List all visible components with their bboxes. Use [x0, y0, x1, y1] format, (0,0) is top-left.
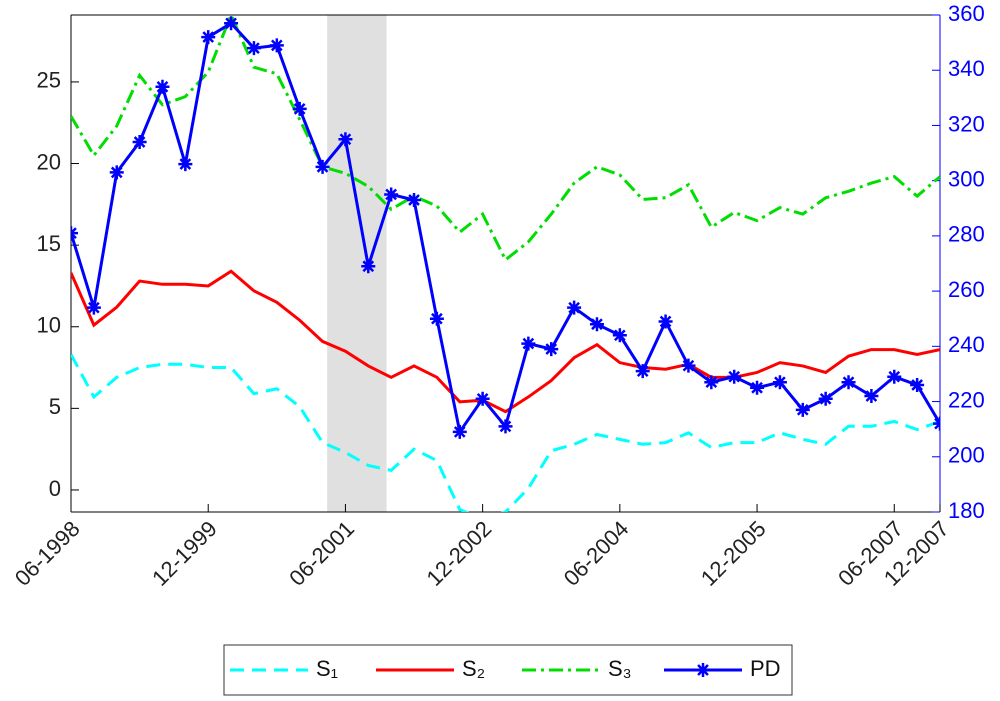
- point-marker: [224, 16, 239, 31]
- y2-tick-label: 300: [948, 166, 985, 191]
- y2-tick-label: 220: [948, 387, 985, 412]
- point-marker: [86, 300, 101, 315]
- point-marker: [567, 300, 582, 315]
- legend-marker: [696, 663, 710, 677]
- point-marker: [727, 369, 742, 384]
- point-marker: [292, 101, 307, 116]
- point-marker: [384, 187, 399, 202]
- y2-tick-label: 200: [948, 443, 985, 468]
- x-tick-label: 06-1998: [10, 516, 85, 591]
- y-tick-label: 20: [37, 149, 61, 174]
- point-marker: [864, 389, 879, 404]
- series-line: [71, 269, 940, 414]
- point-marker: [452, 424, 467, 439]
- point-marker: [338, 132, 353, 147]
- y-tick-label: 5: [49, 394, 61, 419]
- point-marker: [910, 377, 925, 392]
- point-marker: [132, 135, 147, 150]
- y-tick-label: 15: [37, 231, 61, 256]
- y2-tick-label: 340: [948, 56, 985, 81]
- point-marker: [178, 157, 193, 172]
- point-marker: [933, 416, 940, 431]
- x-tick-label: 12-2002: [422, 516, 497, 591]
- y2-tick-label: 360: [948, 1, 985, 26]
- shaded-region: [327, 15, 387, 512]
- y-tick-label: 10: [37, 313, 61, 338]
- point-marker: [750, 380, 765, 395]
- series-line: [71, 15, 940, 263]
- y2-tick-label: 320: [948, 111, 985, 136]
- point-marker: [269, 38, 284, 53]
- legend-label: PD: [750, 656, 781, 681]
- legend-label: S₂: [462, 656, 485, 681]
- legend-label: S₁: [316, 656, 338, 681]
- point-marker: [407, 192, 422, 207]
- point-marker: [201, 30, 216, 45]
- point-marker: [429, 311, 444, 326]
- point-marker: [772, 375, 787, 390]
- point-marker: [795, 402, 810, 417]
- x-tick-label: 06-2004: [559, 516, 634, 591]
- y2-tick-label: 180: [948, 498, 985, 523]
- point-marker: [818, 391, 833, 406]
- point-marker: [315, 159, 330, 174]
- point-marker: [658, 314, 673, 329]
- legend-label: S₃: [608, 656, 632, 681]
- point-marker: [109, 165, 124, 180]
- plot-area: [71, 15, 940, 512]
- point-marker: [498, 419, 513, 434]
- y-tick-label: 25: [37, 68, 61, 93]
- point-marker: [246, 41, 261, 56]
- x-tick-label: 06-2001: [284, 516, 359, 591]
- point-marker: [521, 336, 536, 351]
- point-marker: [841, 375, 856, 390]
- series-line: [71, 21, 940, 436]
- point-marker: [155, 79, 170, 94]
- series-line: [71, 353, 940, 512]
- x-tick-label: 12-2005: [696, 516, 771, 591]
- point-marker: [635, 364, 650, 379]
- y2-tick-label: 280: [948, 222, 985, 247]
- point-marker: [589, 317, 604, 332]
- point-marker: [475, 391, 490, 406]
- y2-tick-label: 260: [948, 277, 985, 302]
- point-marker: [681, 358, 696, 373]
- y2-tick-label: 240: [948, 332, 985, 357]
- point-marker: [71, 226, 78, 241]
- point-marker: [704, 375, 719, 390]
- x-tick-label: 12-1999: [147, 516, 222, 591]
- point-marker: [361, 259, 376, 274]
- y-tick-label: 0: [49, 476, 61, 501]
- point-marker: [612, 328, 627, 343]
- point-marker: [544, 342, 559, 357]
- point-marker: [887, 369, 902, 384]
